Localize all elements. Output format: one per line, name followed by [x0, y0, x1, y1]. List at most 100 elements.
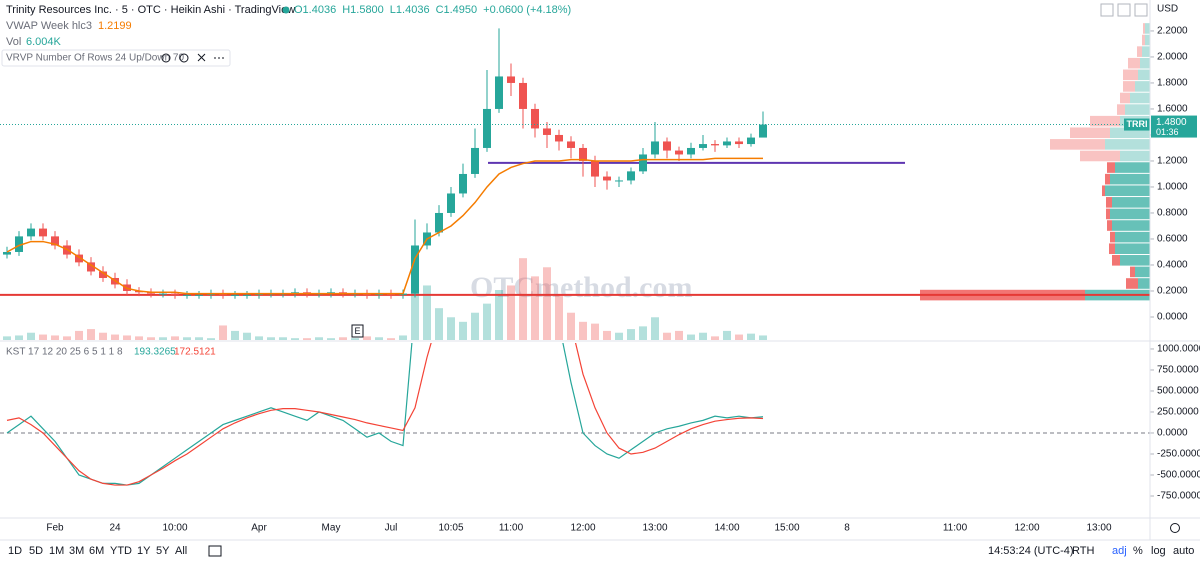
pane-down-btn[interactable]	[1100, 3, 1114, 17]
profile-up	[1105, 185, 1150, 197]
volume-bar	[519, 258, 527, 340]
vwap-line	[6, 157, 763, 295]
volume-bar	[183, 337, 191, 340]
symbol-tag	[1124, 118, 1150, 131]
candle-body	[99, 271, 107, 278]
range-button[interactable]: 3M	[69, 545, 84, 557]
settings-icon[interactable]	[179, 53, 189, 63]
ohlc-item: +0.0600 (+4.18%)	[483, 4, 571, 16]
pane-up-btn[interactable]	[1117, 3, 1131, 17]
profile-down	[1126, 278, 1138, 289]
date-range-icon[interactable]	[208, 545, 222, 557]
profile-down	[1102, 185, 1105, 197]
range-button[interactable]: 5Y	[156, 545, 170, 557]
option-button[interactable]: RTH	[1072, 545, 1094, 557]
candle-body	[27, 228, 35, 237]
profile-down	[1105, 173, 1110, 185]
y-tick-label: 1.0000	[1157, 182, 1188, 193]
option-button[interactable]: log	[1151, 545, 1166, 557]
y-tick-label: 0.0000	[1157, 312, 1188, 323]
earnings-marker[interactable]	[351, 324, 364, 338]
settings-gear[interactable]	[1170, 523, 1180, 533]
range-button[interactable]: 6M	[89, 545, 104, 557]
volume-bar	[27, 332, 35, 340]
profile-up	[1125, 104, 1150, 115]
profile-up	[1142, 46, 1150, 57]
y-tick-label: 0.8000	[1157, 208, 1188, 219]
profile-down	[1143, 23, 1145, 34]
profile-down	[1120, 92, 1130, 104]
volume-bar	[651, 317, 659, 340]
volume-bar	[759, 335, 767, 340]
vrvp-label: VRVP Number Of Rows 24 Up/Down 70	[6, 53, 184, 64]
volume-bar	[387, 338, 395, 340]
profile-down	[1109, 243, 1115, 255]
volume-bar	[327, 338, 335, 340]
option-button[interactable]: auto	[1173, 545, 1194, 557]
range-button[interactable]: 5D	[29, 545, 43, 557]
profile-down	[1123, 69, 1138, 81]
range-button[interactable]: YTD	[110, 545, 132, 557]
profile-up	[1145, 23, 1150, 34]
candle-body	[723, 141, 731, 146]
candle-body	[567, 141, 575, 148]
candle-body	[183, 294, 191, 296]
candle-body	[159, 293, 167, 295]
volume-bar	[135, 336, 143, 340]
volume-bar	[747, 333, 755, 340]
vrvp-box[interactable]	[1, 49, 231, 67]
volume-bar	[555, 294, 563, 340]
range-button[interactable]: All	[175, 545, 187, 557]
candle-body	[195, 294, 203, 296]
candle-body	[615, 180, 623, 182]
candle-body	[3, 251, 11, 255]
volume-bar	[471, 312, 479, 340]
x-tick-label: 10:00	[162, 523, 187, 534]
range-button[interactable]: 1Y	[137, 545, 151, 557]
candle-body	[639, 154, 647, 172]
earnings-label: E	[354, 326, 360, 336]
profile-up	[1110, 208, 1150, 220]
volume-bar	[723, 330, 731, 340]
eye-icon[interactable]	[161, 53, 171, 63]
candle-body	[75, 254, 83, 263]
profile-up	[1120, 255, 1150, 266]
y-tick-label: -750.0000	[1157, 491, 1200, 502]
y-tick-label: 1.8000	[1157, 78, 1188, 89]
profile-up	[1110, 173, 1150, 185]
range-button[interactable]: 1D	[8, 545, 22, 557]
vwap-name: VWAP Week hlc3	[6, 20, 92, 32]
candle-body	[747, 137, 755, 145]
profile-down	[1070, 127, 1110, 139]
remove-icon[interactable]	[197, 53, 206, 62]
volume-bar	[639, 326, 647, 340]
x-tick-label: 15:00	[774, 523, 799, 534]
y-tick-label: 500.0000	[1157, 386, 1199, 397]
ohlc-item: C1.4950	[436, 4, 478, 16]
pane-max-btn[interactable]	[1134, 3, 1148, 17]
x-tick-label: 13:00	[642, 523, 667, 534]
y-tick-label: 0.2000	[1157, 286, 1188, 297]
kst-line	[6, 343, 764, 486]
range-button[interactable]: 1M	[49, 545, 64, 557]
profile-up	[1105, 139, 1150, 150]
option-button[interactable]: adj	[1112, 545, 1127, 557]
volume-bar	[507, 285, 515, 340]
vol-name: Vol	[6, 36, 21, 48]
volume-bar	[171, 336, 179, 340]
x-tick-label: Feb	[46, 523, 64, 534]
candle-body	[759, 124, 767, 138]
option-button[interactable]: %	[1133, 545, 1143, 557]
candle-body	[735, 141, 743, 145]
signal-value: 172.5121	[174, 347, 216, 358]
clock: 14:53:24 (UTC-4)	[988, 545, 1074, 557]
kst-pane	[0, 343, 1150, 486]
volume-bar	[579, 321, 587, 340]
x-tick-label: 14:00	[714, 523, 739, 534]
volume-bar	[75, 330, 83, 340]
volume-bar	[567, 312, 575, 340]
profile-down	[1112, 255, 1120, 266]
currency[interactable]: USD	[1157, 4, 1178, 15]
profile-down	[1090, 115, 1120, 127]
